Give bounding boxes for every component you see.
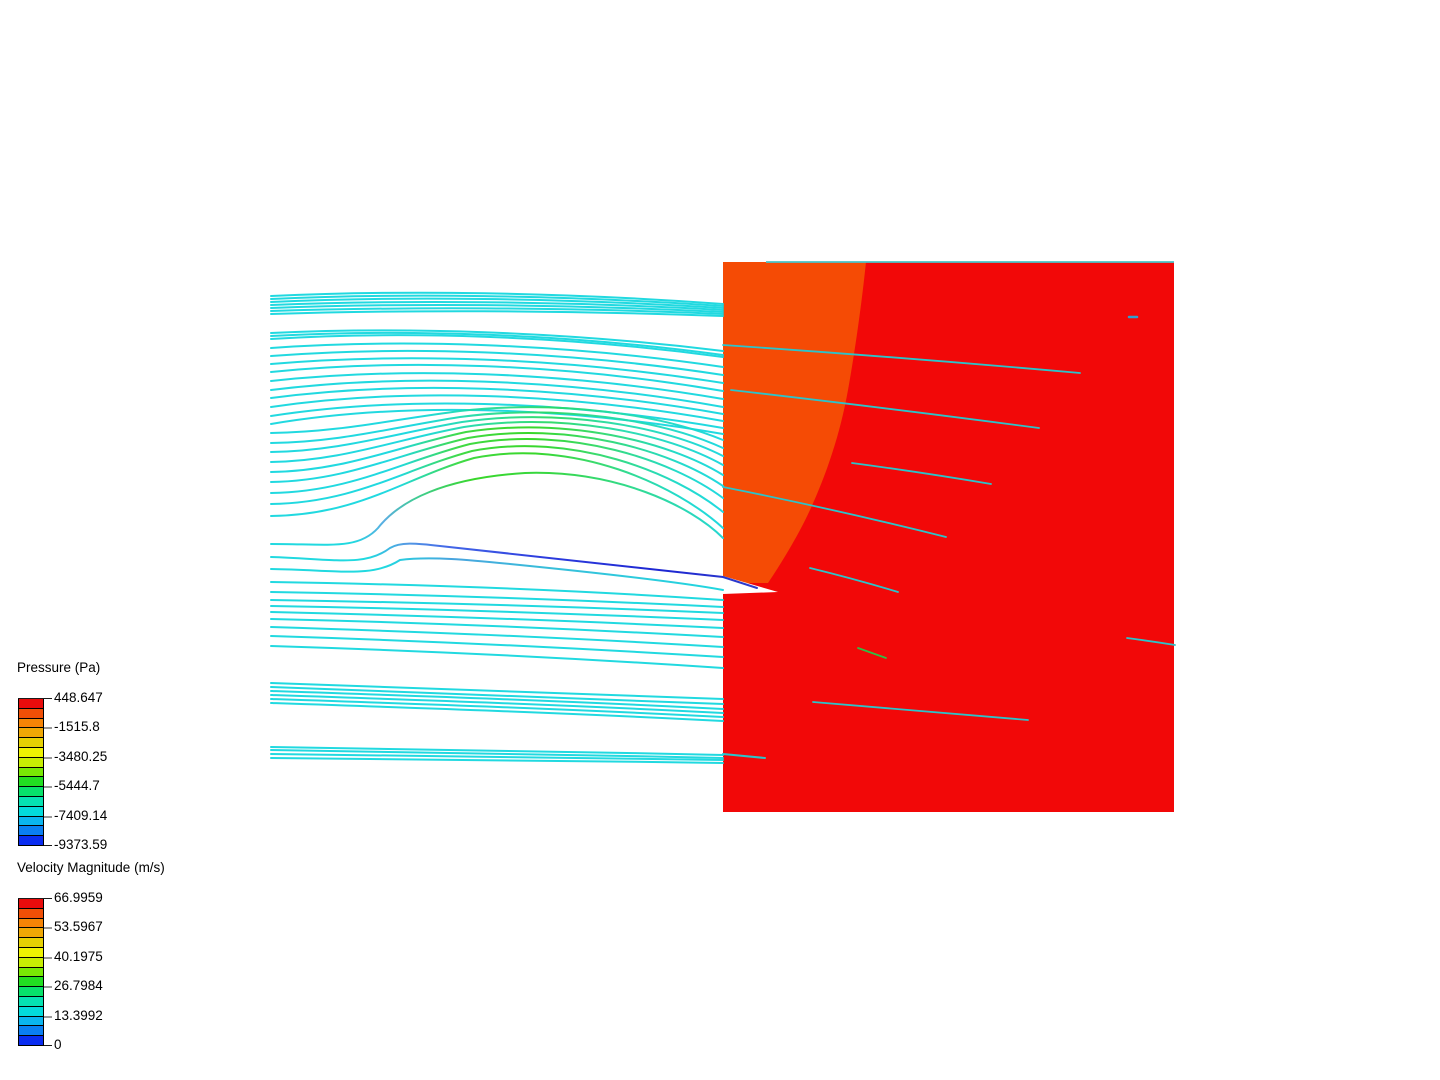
streamlines-suction-arcs-green — [270, 426, 724, 529]
pressure-tick — [44, 815, 52, 818]
plane-streamline-trace — [1126, 637, 1176, 646]
low-pressure-region — [723, 262, 866, 583]
velocity-tick-label: 53.5967 — [54, 919, 103, 935]
velocity-legend-title: Velocity Magnitude (m/s) — [17, 860, 165, 875]
velocity-colorband — [18, 1035, 44, 1046]
pressure-tick-label: 448.647 — [54, 690, 103, 706]
pressure-legend-title: Pressure (Pa) — [17, 660, 101, 675]
pressure-tick-label: -1515.8 — [54, 719, 100, 735]
velocity-tick-label: 0 — [54, 1037, 62, 1053]
streamlines-mid-arcs-teal — [270, 406, 724, 466]
plane-streamline-trace — [730, 389, 1040, 429]
streamlines-mid-bundle — [270, 682, 724, 722]
velocity-tick — [44, 1015, 52, 1018]
pressure-tick — [44, 727, 52, 730]
pressure-colorbar: 448.647 -1515.8 -3480.25 -5444.7 -7409.14 -93… — [17, 660, 157, 852]
pressure-tick-label: -7409.14 — [54, 807, 108, 823]
velocity-tick — [44, 986, 52, 989]
pressure-tick-label: -5444.7 — [54, 778, 100, 794]
streamlines-stagnation-line — [270, 471, 724, 546]
plane-streamline-trace — [722, 753, 766, 759]
velocity-tick — [44, 956, 52, 959]
velocity-colorbar: 66.9959 53.5967 40.1975 26.7984 13.3992 0 — [17, 860, 157, 1052]
velocity-tick-label: 26.7984 — [54, 978, 103, 994]
pressure-colorband — [18, 835, 44, 846]
plane-streamline-trace — [857, 647, 887, 659]
velocity-tick — [44, 1045, 52, 1046]
velocity-tick — [44, 927, 52, 930]
pressure-tick — [18, 698, 52, 699]
plane-streamline-trace — [809, 567, 899, 593]
plane-streamline-trace — [851, 462, 992, 485]
velocity-tick — [18, 898, 52, 899]
plane-streamline-trace — [812, 701, 1029, 721]
streamlines-lower-lines — [270, 581, 724, 669]
velocity-tick-label: 66.9959 — [54, 890, 103, 906]
pressure-tick-label: -3480.25 — [54, 748, 108, 764]
velocity-tick-label: 40.1975 — [54, 948, 103, 964]
streamlines-upper-arcs — [270, 329, 724, 435]
pressure-tick — [44, 756, 52, 759]
plane-streamline-trace — [722, 344, 1081, 374]
pressure-tick-label: -9373.59 — [54, 837, 108, 853]
streamlines-bottom-bundle — [270, 746, 724, 764]
streamlines-surface-line-blue — [270, 542, 758, 589]
pressure-tick — [44, 845, 52, 846]
streamlines-top-bundle — [270, 291, 724, 317]
plane-streamline-trace — [722, 486, 947, 538]
velocity-tick-label: 13.3992 — [54, 1007, 103, 1023]
streamlines-sub-surface-line — [270, 557, 724, 591]
pressure-tick — [44, 786, 52, 789]
